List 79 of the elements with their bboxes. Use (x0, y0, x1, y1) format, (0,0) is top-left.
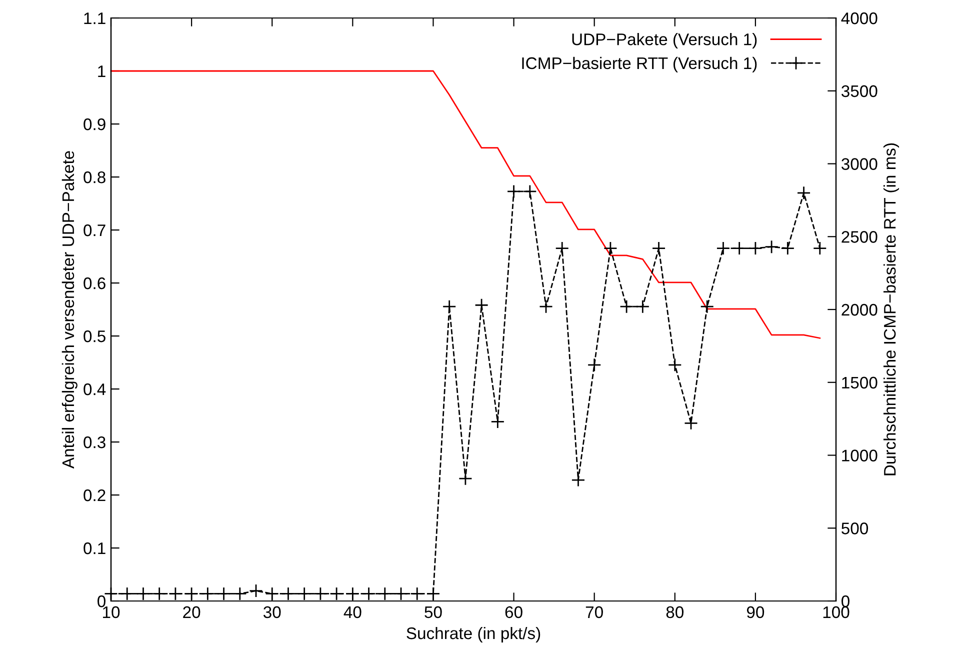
x-tick-label: 40 (344, 606, 362, 618)
y-axis-title: Anteil erfolgreich versendeter UDP−Pakete (62, 151, 78, 469)
x-tick-label: 100 (823, 606, 850, 618)
point (281, 586, 296, 601)
y-tick-label: 1.1 (84, 12, 106, 24)
y2-tick-label: 4000 (841, 12, 878, 24)
point (587, 358, 602, 372)
y2-tick-label: 3000 (841, 158, 878, 170)
point (297, 586, 312, 601)
point (442, 300, 456, 314)
y2-tick-label: 3500 (841, 85, 878, 98)
y-tick-label: 0.6 (84, 277, 106, 290)
y-tick-label: 0.5 (84, 330, 106, 342)
point (184, 586, 198, 601)
point (620, 300, 634, 314)
y-tick-label: 0.7 (84, 224, 106, 236)
point (120, 586, 134, 601)
point (700, 300, 714, 314)
x-tick-label: 70 (586, 606, 603, 618)
x-tick-label: 30 (263, 606, 281, 618)
point (684, 416, 698, 430)
y2-tick-label: 1000 (842, 450, 878, 462)
y2-tick-label: 2500 (842, 231, 878, 243)
point (346, 586, 360, 601)
point (796, 186, 811, 200)
y-tick-label: 0.8 (84, 171, 106, 184)
x-tick-label: 60 (505, 606, 522, 618)
y2-tick-label: 500 (842, 522, 868, 534)
x-tick-label: 90 (746, 606, 764, 618)
point (539, 300, 553, 314)
y-tick-label: 0.4 (84, 383, 106, 396)
point (265, 586, 280, 601)
point (378, 586, 392, 601)
y-tick-label: 0.3 (84, 436, 106, 448)
point (732, 241, 746, 256)
point (571, 473, 586, 487)
point (506, 184, 521, 198)
y2-tick-label: 0 (842, 595, 850, 608)
point (314, 586, 328, 601)
point (636, 300, 650, 314)
y-tick-label: 1 (98, 66, 106, 78)
point (200, 586, 215, 601)
x-axis-title: Suchrate (in pkt/s) (406, 626, 540, 642)
point (362, 586, 376, 601)
y2-tick-label: 2000 (842, 304, 878, 316)
point (249, 584, 263, 598)
point (652, 241, 666, 256)
y-tick-label: 0.2 (84, 489, 106, 502)
point (780, 241, 795, 256)
point (458, 472, 472, 486)
x-tick-label: 10 (103, 606, 120, 618)
y2-axis-title: Durchschnittliche ICMP−basierte RTT (in ms) (883, 143, 900, 476)
point (232, 586, 247, 601)
x-tick-label: 80 (666, 606, 684, 618)
point (152, 586, 166, 601)
point (216, 586, 231, 601)
point (410, 586, 424, 601)
point (748, 241, 762, 256)
point (490, 414, 505, 429)
point (555, 241, 570, 256)
point (330, 586, 344, 601)
point (394, 586, 408, 601)
point (668, 358, 682, 372)
point (474, 298, 488, 312)
x-tick-label: 50 (424, 606, 442, 618)
point (716, 241, 730, 256)
point (522, 184, 537, 198)
y-tick-label: 0.9 (84, 118, 106, 130)
x-tick-label: 20 (183, 606, 200, 618)
y-tick-label: 0.1 (84, 542, 106, 554)
point (136, 586, 150, 601)
point (812, 241, 827, 256)
legend-label: ICMP−basierte RTT (Versuch 1) (522, 56, 757, 72)
y-tick-label: 0 (98, 595, 106, 608)
point (604, 241, 618, 256)
legend-label: UDP−Pakete (Versuch 1) (572, 33, 757, 49)
y2-tick-label: 1500 (842, 376, 878, 389)
point (764, 240, 778, 254)
point (168, 586, 182, 601)
